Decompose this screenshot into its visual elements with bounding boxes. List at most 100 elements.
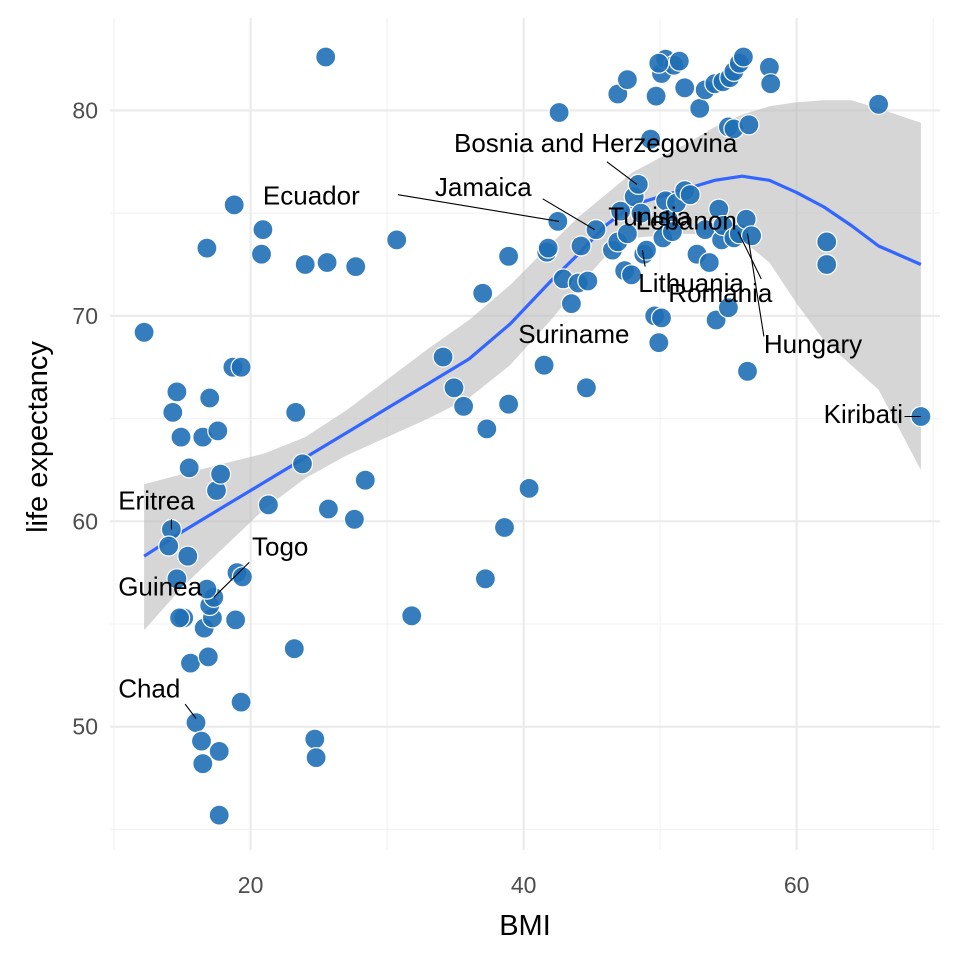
data-point xyxy=(210,463,232,485)
data-point xyxy=(740,225,763,247)
data-point xyxy=(225,609,247,631)
data-point xyxy=(493,516,516,539)
annotation-label-kiribati: Kiribati xyxy=(824,399,903,429)
data-point xyxy=(285,401,307,423)
data-point xyxy=(386,229,408,251)
data-point xyxy=(432,346,454,368)
data-point xyxy=(133,321,155,343)
annotation-label-guinea: Guinea xyxy=(118,571,202,601)
data-point xyxy=(474,568,496,590)
data-point xyxy=(650,307,673,329)
data-point xyxy=(585,219,607,241)
data-point xyxy=(732,46,755,68)
data-point xyxy=(648,52,670,74)
annotation-label-togo: Togo xyxy=(252,532,308,562)
data-point xyxy=(208,804,230,826)
data-point xyxy=(533,354,555,376)
country-annotations: Bosnia and Herzegovina Ecuador Jamaica Tuni… xyxy=(118,128,921,719)
data-point xyxy=(196,578,218,600)
axis-ticks: 20 40 60 50 60 70 80 xyxy=(72,97,809,898)
annotation-leader-hungary xyxy=(746,233,765,337)
data-point xyxy=(648,332,670,354)
data-point xyxy=(170,426,192,448)
data-point xyxy=(315,46,337,68)
data-point xyxy=(158,535,180,557)
annotation-leader-lithuania xyxy=(641,250,646,267)
data-point xyxy=(616,68,639,91)
data-point xyxy=(668,50,690,72)
annotation-leader-jamaica xyxy=(542,198,595,231)
data-point xyxy=(635,239,658,261)
data-point xyxy=(178,457,200,479)
y-tick-label: 60 xyxy=(72,508,98,534)
annotation-label-lithuania: Lithuania xyxy=(638,268,744,298)
data-point xyxy=(498,245,520,267)
annotation-leader-romania xyxy=(737,231,762,280)
data-point xyxy=(250,243,273,265)
data-point xyxy=(476,418,498,440)
annotation-label-eritrea: Eritrea xyxy=(118,485,195,515)
x-tick-label: 40 xyxy=(511,872,537,898)
data-point xyxy=(252,219,274,241)
data-point xyxy=(169,607,191,629)
annotation-leader-ecuador xyxy=(397,194,560,222)
annotation-label-ecuador: Ecuador xyxy=(263,180,360,210)
y-axis-title: life expectancy xyxy=(22,341,54,533)
data-point xyxy=(304,728,326,750)
data-point xyxy=(867,93,890,115)
annotation-label-jamaica: Jamaica xyxy=(435,172,532,202)
data-point xyxy=(197,646,219,668)
data-point xyxy=(736,360,759,382)
data-point xyxy=(401,605,423,627)
data-point xyxy=(717,297,740,319)
annotation-leader-togo xyxy=(213,562,250,598)
data-point xyxy=(674,77,696,99)
data-point xyxy=(343,508,365,530)
data-point xyxy=(223,194,245,216)
data-point xyxy=(627,173,649,195)
data-point xyxy=(689,97,711,120)
data-point xyxy=(661,221,684,243)
annotation-label-hungary: Hungary xyxy=(764,329,862,359)
data-point xyxy=(199,387,221,409)
data-point xyxy=(257,494,279,516)
data-point xyxy=(616,223,639,245)
data-point xyxy=(472,282,494,304)
y-tick-label: 70 xyxy=(72,303,98,329)
annotation-label-suriname: Suriname xyxy=(518,319,629,349)
data-point xyxy=(816,253,838,276)
data-points xyxy=(133,46,932,826)
data-point xyxy=(679,184,701,206)
data-point xyxy=(518,477,540,499)
data-point xyxy=(645,85,667,107)
data-point xyxy=(294,253,316,276)
data-point xyxy=(738,114,760,136)
data-point xyxy=(816,231,838,253)
annotation-label-lebanon: Lebanon xyxy=(636,206,737,236)
x-tick-label: 20 xyxy=(238,872,264,898)
data-point xyxy=(166,381,188,403)
data-point xyxy=(453,395,475,417)
data-point xyxy=(570,235,592,257)
x-axis-title: BMI xyxy=(499,910,551,942)
data-point xyxy=(185,711,207,734)
data-point xyxy=(177,545,199,567)
data-point xyxy=(317,498,339,520)
data-point xyxy=(577,270,599,292)
y-tick-label: 50 xyxy=(72,714,98,740)
data-point xyxy=(162,401,184,423)
data-point xyxy=(305,746,327,769)
data-point xyxy=(166,568,188,590)
data-point xyxy=(630,202,652,224)
annotation-label-tunisia: Tunisia xyxy=(608,202,691,232)
data-point xyxy=(316,251,338,274)
x-tick-label: 60 xyxy=(784,872,810,898)
data-point xyxy=(192,753,214,775)
data-point xyxy=(179,652,202,674)
annotation-label-chad: Chad xyxy=(118,673,180,703)
annotation-leader-bosnia-and-herzegovina xyxy=(606,161,638,185)
data-point xyxy=(190,730,213,752)
data-point xyxy=(230,691,252,713)
data-point xyxy=(230,356,252,378)
data-point xyxy=(354,469,376,491)
